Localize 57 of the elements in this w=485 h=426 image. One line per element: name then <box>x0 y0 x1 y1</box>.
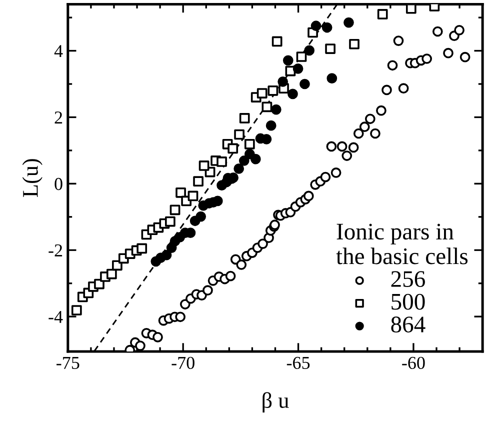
point <box>256 88 268 98</box>
x-tick-label: -60 <box>402 356 425 370</box>
point <box>349 38 360 50</box>
point <box>268 85 278 96</box>
x-tick-label: -65 <box>286 356 310 370</box>
point <box>278 76 288 87</box>
y-axis-title: L(u) <box>22 159 42 197</box>
legend-title: Ionic pars in the basic cells <box>336 224 468 264</box>
point <box>326 73 338 84</box>
y-tick-label: -4 <box>48 310 63 323</box>
point <box>322 22 332 33</box>
legend-label: 500 <box>392 294 425 310</box>
y-tick-label: 4 <box>54 45 63 58</box>
point <box>71 305 82 316</box>
point <box>161 250 172 260</box>
point <box>106 268 117 280</box>
point <box>310 20 322 32</box>
point <box>282 55 294 66</box>
point <box>170 204 180 216</box>
legend-label: 864 <box>391 316 426 332</box>
point <box>270 104 282 115</box>
point <box>304 45 315 56</box>
point <box>234 164 244 174</box>
point <box>266 120 276 131</box>
point <box>262 102 272 112</box>
x-tick-label: -70 <box>172 356 194 370</box>
point <box>292 64 304 74</box>
point <box>234 129 244 140</box>
point <box>228 143 238 154</box>
point <box>136 243 148 254</box>
x-tick-label: -75 <box>56 357 80 370</box>
y-tick-label: 0 <box>54 178 62 190</box>
point <box>344 17 354 28</box>
point <box>112 260 122 271</box>
point <box>176 187 186 198</box>
x-axis-title: β u <box>262 392 289 413</box>
point <box>198 160 210 171</box>
point <box>216 156 227 167</box>
point <box>212 196 223 206</box>
point <box>165 216 176 227</box>
point <box>250 154 261 164</box>
point <box>239 113 250 124</box>
point <box>193 176 204 187</box>
point <box>238 156 250 166</box>
point <box>272 36 282 47</box>
point <box>377 9 388 20</box>
point <box>288 88 298 100</box>
y-tick-label: 2 <box>54 112 62 124</box>
legend-label: 256 <box>391 271 425 288</box>
point <box>300 78 310 90</box>
point <box>196 211 206 222</box>
y-tick-label: -2 <box>48 244 62 256</box>
point <box>406 4 416 14</box>
point <box>296 52 307 62</box>
point <box>244 138 255 150</box>
point <box>325 44 336 54</box>
point <box>188 190 198 202</box>
